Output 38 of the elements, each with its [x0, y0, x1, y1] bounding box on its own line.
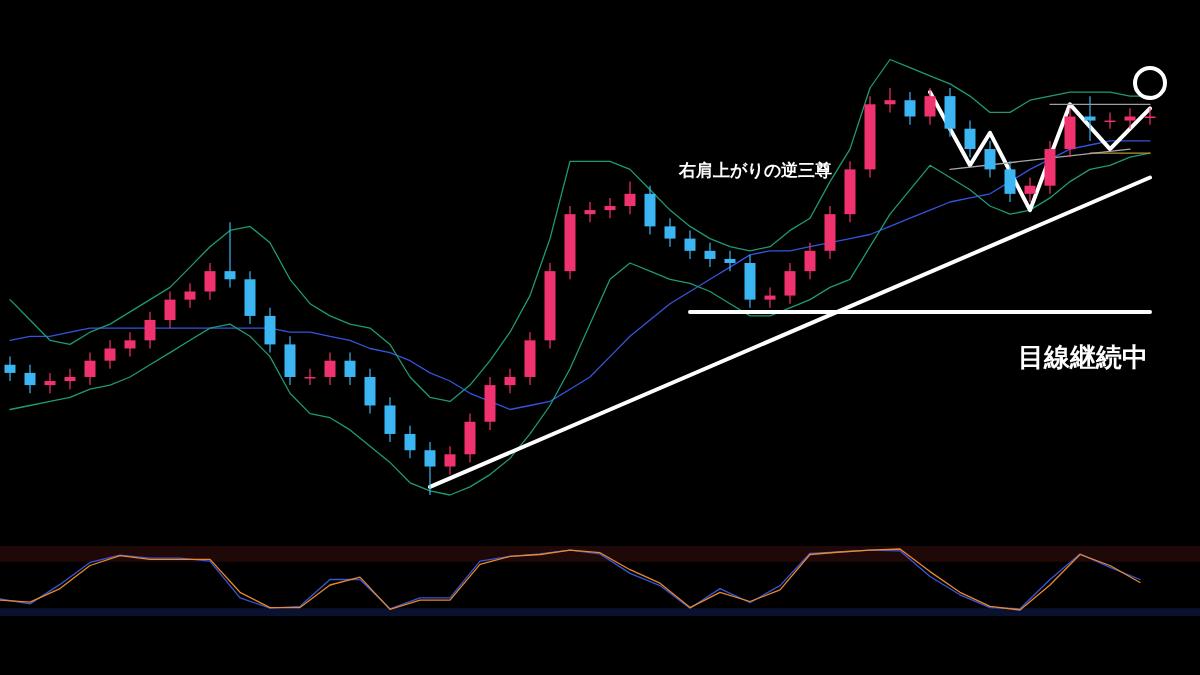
- candlestick: [664, 217, 676, 248]
- candlestick: [164, 290, 176, 329]
- candlestick: [704, 242, 716, 268]
- candlestick: [604, 197, 616, 219]
- candlestick: [584, 201, 596, 223]
- candlestick: [124, 331, 136, 358]
- annotation: 右肩上がりの逆三尊: [677, 160, 832, 180]
- candlestick: [184, 282, 196, 309]
- candlestick: [144, 311, 156, 350]
- candlestick: [424, 441, 436, 496]
- candlestick: [404, 425, 416, 459]
- candlestick: [64, 368, 76, 390]
- candlestick: [724, 250, 736, 272]
- candlestick: [904, 91, 916, 126]
- candlestick: [24, 364, 36, 394]
- candlestick: [984, 140, 996, 179]
- annotation: 目線継続中: [1018, 342, 1148, 372]
- candlestick: [84, 351, 96, 386]
- candlestick: [444, 445, 456, 476]
- candlestick: [1124, 107, 1136, 130]
- candlestick: [684, 229, 696, 260]
- candlestick: [924, 87, 936, 126]
- candlestick: [4, 356, 16, 382]
- candlestick: [804, 242, 816, 280]
- candlestick: [964, 119, 976, 158]
- candlestick: [884, 87, 896, 114]
- candlestick: [324, 351, 336, 386]
- candlestick: [344, 351, 356, 386]
- candlestick: [1144, 107, 1156, 126]
- candlestick: [624, 181, 636, 215]
- candlestick: [1024, 176, 1036, 203]
- candlestick: [204, 262, 216, 301]
- candlestick: [764, 286, 776, 309]
- candlestick: [504, 368, 516, 394]
- candlestick: [44, 372, 56, 394]
- candlestick: [224, 221, 236, 289]
- candlestick: [104, 339, 116, 370]
- candlestick: [1084, 95, 1096, 142]
